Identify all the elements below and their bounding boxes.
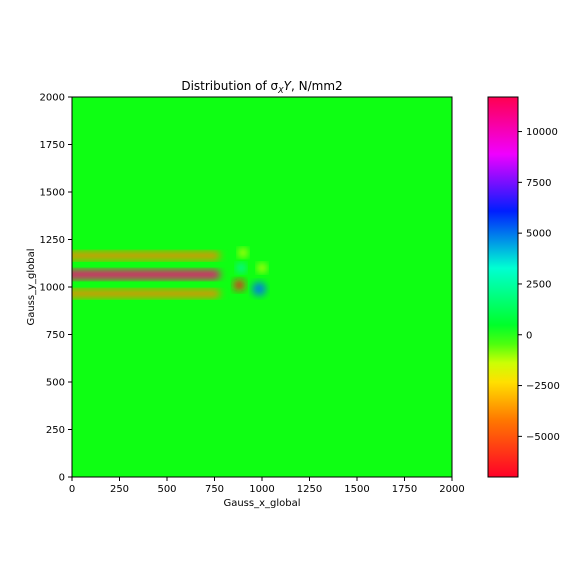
colorbar-tick-label: −5000 — [526, 432, 560, 443]
colorbar-tick-label: −2500 — [526, 381, 560, 392]
x-tick-label: 250 — [110, 484, 129, 495]
plot-area — [62, 97, 452, 477]
heatmap-spot — [234, 280, 245, 291]
x-axis-label: Gauss_x_global — [223, 498, 300, 509]
y-tick-label: 0 — [59, 473, 65, 484]
y-tick-label: 500 — [46, 378, 65, 389]
x-tick-label: 1250 — [297, 484, 322, 495]
x-tick-label: 500 — [157, 484, 176, 495]
x-tick-label: 1000 — [249, 484, 274, 495]
colorbar-tick-label: 10000 — [526, 127, 558, 138]
y-tick-label: 1250 — [40, 235, 65, 246]
y-tick-label: 750 — [46, 330, 65, 341]
heatmap-band — [62, 290, 220, 298]
heatmap-band — [62, 252, 220, 260]
heatmap-spot — [239, 249, 247, 257]
x-tick-label: 750 — [205, 484, 224, 495]
y-tick-label: 1750 — [40, 140, 65, 151]
x-tick-label: 1500 — [344, 484, 369, 495]
y-tick-label: 2000 — [40, 93, 65, 104]
colorbar-tick-label: 0 — [526, 330, 532, 341]
colorbar-tick-label: 5000 — [526, 229, 551, 240]
heatmap-spot — [237, 264, 245, 272]
colorbar-tick-label: 7500 — [526, 178, 551, 189]
y-axis: 0 250 500 750 1000 1250 1500 1750 2000 — [40, 93, 72, 484]
y-axis-label: Gauss_y_global — [26, 248, 37, 325]
heatmap-band — [62, 270, 220, 279]
colorbar-tick-label: 2500 — [526, 279, 551, 290]
colorbar: −5000 −2500 0 2500 5000 7500 10000 — [488, 97, 560, 477]
y-tick-label: 1000 — [40, 283, 65, 294]
x-axis: 0 250 500 750 1000 1250 1500 1750 2000 — [69, 477, 465, 495]
chart-title: Distribution of σXY, N/mm2 — [181, 79, 342, 95]
heatmap-spot — [258, 264, 266, 272]
colorbar-gradient — [488, 97, 518, 477]
x-tick-label: 2000 — [439, 484, 464, 495]
y-tick-label: 1500 — [40, 188, 65, 199]
heatmap-spot — [253, 282, 266, 295]
y-tick-label: 250 — [46, 425, 65, 436]
x-tick-label: 0 — [69, 484, 75, 495]
x-tick-label: 1750 — [392, 484, 417, 495]
